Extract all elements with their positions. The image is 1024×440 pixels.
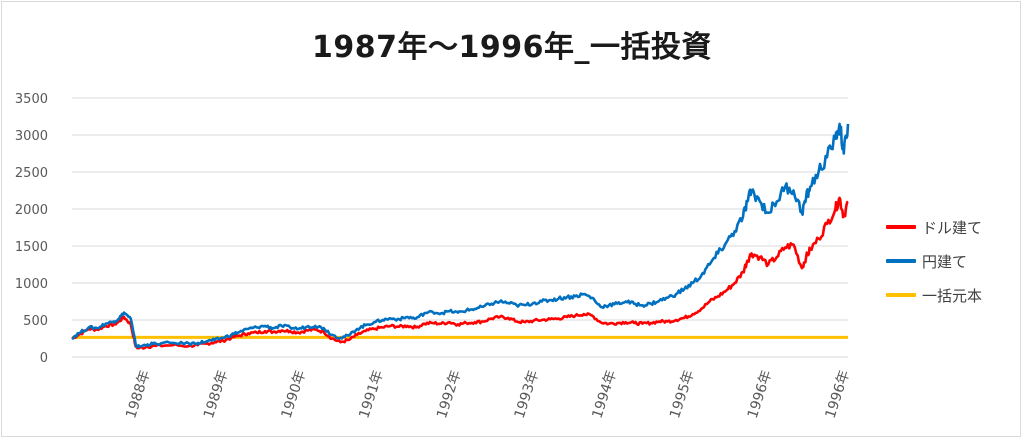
x-tick-label-6: 1994年 [589,368,620,420]
series-line-dollar [71,196,849,350]
legend-item-yen: 円建て [886,244,982,278]
y-tick-label-500: 500 [23,314,48,329]
y-tick-label-1500: 1500 [15,240,48,255]
legend-swatch-yen [886,259,916,263]
y-tick-label-1000: 1000 [15,277,48,292]
y-tick-label-2000: 2000 [15,203,48,218]
legend: ドル建て 円建て 一括元本 [886,210,982,312]
x-tick-label-3: 1991年 [356,368,387,420]
y-tick-label-2500: 2500 [15,166,48,181]
y-tick-label-3000: 3000 [15,129,48,144]
x-tick-label-5: 1993年 [512,368,543,420]
x-tick-label-8: 1996年 [745,368,776,420]
x-tick-label-2: 1990年 [279,368,310,420]
x-tick-label-4: 1992年 [434,368,465,420]
legend-label-dollar: ドル建て [922,218,983,237]
x-tick-label-7: 1995年 [667,368,698,420]
legend-swatch-dollar [886,225,916,229]
y-tick-label-3500: 3500 [15,92,48,107]
legend-swatch-principal [886,293,916,297]
x-tick-label-9: 1996年 [823,368,854,420]
x-tick-label-0: 1988年 [123,368,154,420]
legend-item-dollar: ドル建て [886,210,982,244]
y-tick-label-0: 0 [40,351,48,366]
x-tick-label-1: 1989年 [201,368,232,420]
series-line-yen [71,122,850,349]
chart-title: 1987年～1996年_一括投資 [312,30,712,65]
legend-item-principal: 一括元本 [886,278,982,312]
legend-label-yen: 円建て [922,252,968,271]
legend-label-principal: 一括元本 [922,286,983,305]
